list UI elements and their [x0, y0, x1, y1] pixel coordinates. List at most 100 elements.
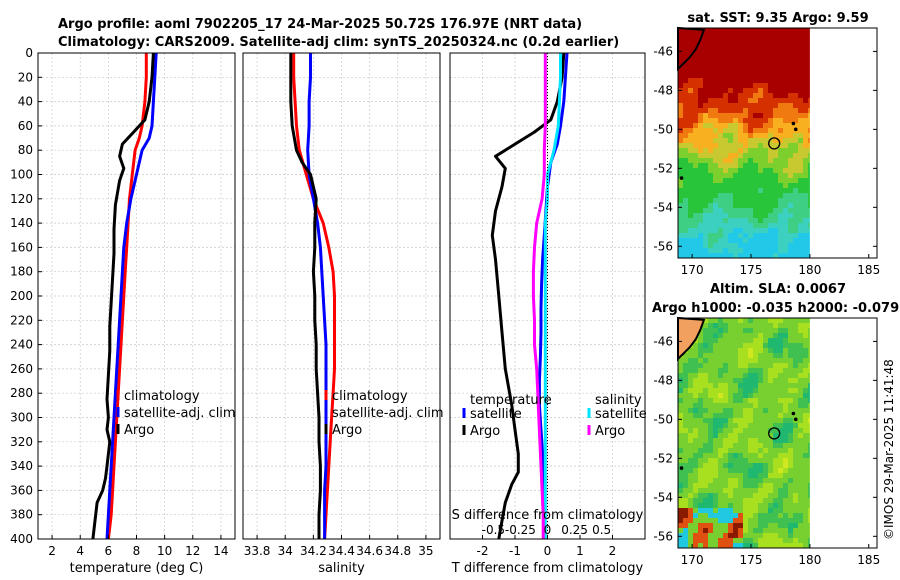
map-cell: [723, 348, 729, 354]
map-cell: [728, 408, 734, 414]
map-cell: [713, 83, 719, 89]
map-cell: [803, 213, 809, 219]
map-cell: [748, 53, 754, 59]
map-cell: [718, 368, 724, 374]
map-cell: [783, 533, 789, 539]
map-cell: [723, 408, 729, 414]
map-cell: [793, 463, 799, 469]
island-marker: [791, 121, 796, 126]
map-cell: [793, 508, 799, 514]
map-cell: [768, 443, 774, 449]
map-cell: [703, 118, 709, 124]
map-cell: [758, 488, 764, 494]
y-tick-label: -54: [653, 490, 673, 504]
map-cell: [743, 348, 749, 354]
map-cell: [753, 408, 759, 414]
map-cell: [738, 113, 744, 119]
map-cell: [803, 358, 809, 364]
map-cell: [788, 153, 794, 159]
map-cell: [688, 358, 694, 364]
map-cell: [688, 58, 694, 64]
map-cell: [733, 143, 739, 149]
map-cell: [763, 468, 769, 474]
map-cell: [763, 508, 769, 514]
map-cell: [778, 138, 784, 144]
map-cell: [703, 328, 709, 334]
map-cell: [723, 148, 729, 154]
map-cell: [748, 318, 754, 324]
map-cell: [728, 453, 734, 459]
map-cell: [733, 373, 739, 379]
legend-label: Argo: [470, 424, 500, 439]
map-cell: [708, 218, 714, 224]
map-cell: [688, 428, 694, 434]
map-cell: [713, 458, 719, 464]
map-cell: [748, 88, 754, 94]
map-cell: [803, 473, 809, 479]
map-cell: [803, 243, 809, 249]
map-cell: [738, 358, 744, 364]
map-cell: [678, 153, 684, 159]
map-cell: [693, 248, 699, 254]
map-cell: [783, 458, 789, 464]
map-cell: [683, 238, 689, 244]
map-cell: [743, 428, 749, 434]
map-cell: [748, 458, 754, 464]
map-cell: [788, 248, 794, 254]
map-cell: [803, 398, 809, 404]
map-cell: [773, 428, 779, 434]
map-cell: [803, 403, 809, 409]
map-cell: [778, 478, 784, 484]
map-cell: [693, 413, 699, 419]
map-cell: [693, 363, 699, 369]
map-cell: [703, 438, 709, 444]
map-cell: [743, 478, 749, 484]
map-cell: [803, 128, 809, 134]
map-cell: [723, 103, 729, 109]
map-cell: [728, 138, 734, 144]
map-cell: [708, 323, 714, 329]
map-cell: [703, 243, 709, 249]
map-cell: [768, 323, 774, 329]
map-cell: [803, 448, 809, 454]
map-cell: [733, 488, 739, 494]
map-cell: [683, 153, 689, 159]
map-cell: [728, 123, 734, 129]
map-cell: [743, 73, 749, 79]
map-cell: [733, 383, 739, 389]
map-cell: [793, 233, 799, 239]
map-cell: [708, 43, 714, 49]
map-cell: [738, 478, 744, 484]
map-cell: [793, 388, 799, 394]
map-cell: [748, 453, 754, 459]
map-cell: [748, 173, 754, 179]
map-cell: [743, 28, 749, 34]
map-cell: [763, 443, 769, 449]
map-cell: [768, 418, 774, 424]
map-cell: [733, 253, 739, 259]
map-cell: [728, 158, 734, 164]
map-cell: [708, 538, 714, 544]
map-cell: [728, 53, 734, 59]
map-cell: [778, 183, 784, 189]
map-cell: [718, 153, 724, 159]
map-cell: [688, 493, 694, 499]
map-cell: [683, 128, 689, 134]
map-cell: [683, 208, 689, 214]
map-cell: [778, 513, 784, 519]
map-cell: [758, 513, 764, 519]
map-cell: [718, 113, 724, 119]
map-cell: [698, 543, 704, 549]
map-cell: [798, 458, 804, 464]
map-cell: [758, 358, 764, 364]
map-cell: [763, 533, 769, 539]
map-cell: [678, 453, 684, 459]
map-cell: [693, 53, 699, 59]
map-cell: [718, 158, 724, 164]
map-cell: [708, 523, 714, 529]
map-cell: [788, 198, 794, 204]
map-cell: [803, 483, 809, 489]
map-cell: [713, 423, 719, 429]
map-cell: [803, 88, 809, 94]
map-cell: [783, 128, 789, 134]
